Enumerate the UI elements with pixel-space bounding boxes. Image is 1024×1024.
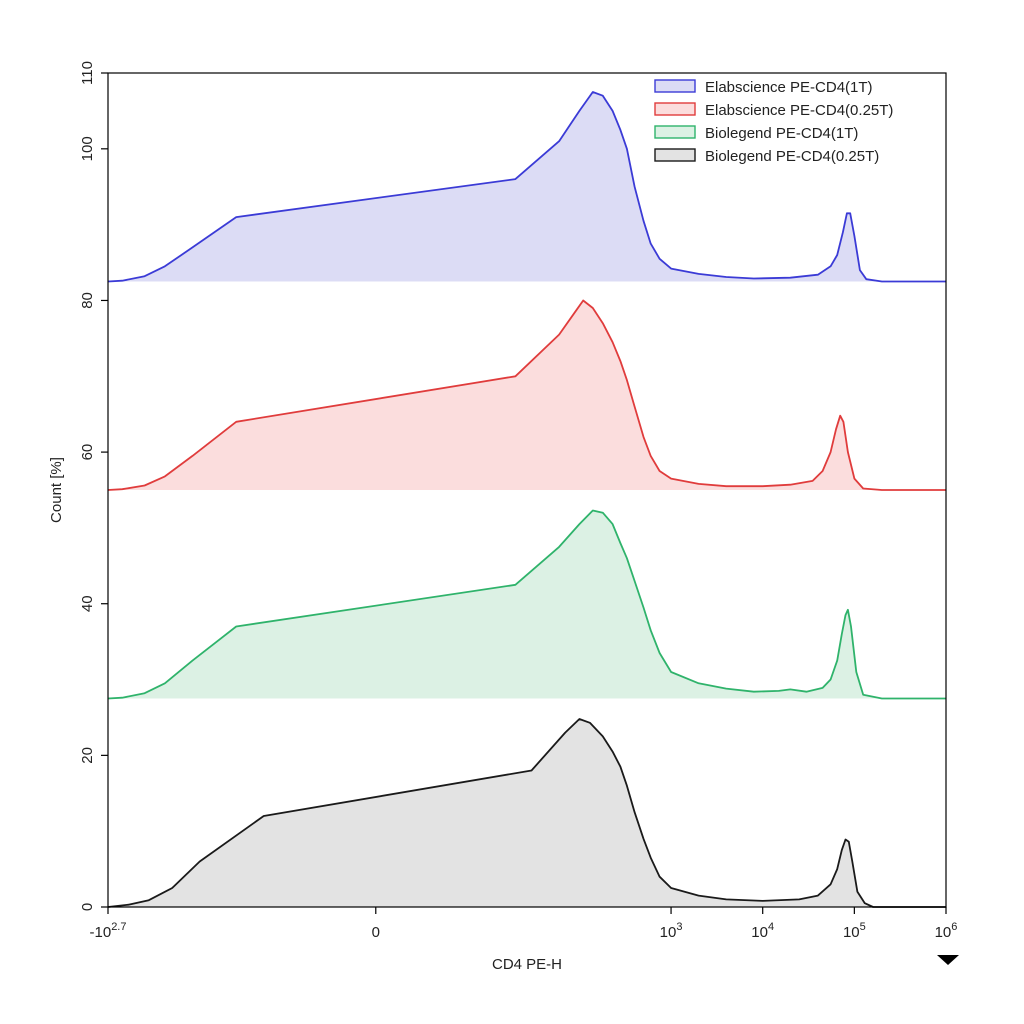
y-axis: 0 20 40 60 80 100 110: [79, 61, 108, 911]
y-tick-label: 100: [79, 136, 96, 161]
y-tick-label: 20: [79, 747, 96, 764]
x-tick-label: 103: [660, 921, 683, 941]
x-tick-label: 104: [751, 921, 774, 941]
x-tick-label: 105: [843, 921, 866, 941]
legend-swatch-3: [654, 148, 696, 162]
x-tick-label: -102.7: [90, 921, 127, 941]
legend-label-0: Elabscience PE-CD4(1T): [705, 79, 873, 96]
y-axis-title: Count [%]: [48, 457, 65, 523]
series-line-3: [107, 718, 946, 908]
legend-swatch-0: [654, 79, 696, 93]
x-tick-label: 0: [372, 924, 380, 941]
y-tick-label: 110: [79, 61, 96, 85]
x-axis: -102.7 0 103 104 105 106: [90, 907, 958, 941]
legend-label-3: Biolegend PE-CD4(0.25T): [705, 148, 879, 165]
series-area-0: [108, 92, 946, 282]
series-area-1: [108, 300, 946, 490]
y-tick-label: 40: [79, 595, 96, 612]
series-line-1: [107, 299, 946, 491]
legend-label-2: Biolegend PE-CD4(1T): [705, 125, 858, 142]
series-line-0: [107, 91, 946, 283]
plot-frame: [107, 72, 947, 908]
legend-label-1: Elabscience PE-CD4(0.25T): [705, 102, 893, 119]
legend-swatch-1: [654, 102, 696, 116]
series-area-2: [108, 510, 946, 699]
series-layer: [107, 91, 946, 908]
y-tick-label: 80: [79, 292, 96, 309]
series-line-2: [107, 509, 946, 700]
dropdown-arrow-icon[interactable]: [937, 955, 959, 965]
y-tick-label: 60: [79, 444, 96, 461]
x-axis-title: CD4 PE-H: [492, 956, 562, 973]
legend: Elabscience PE-CD4(1T) Elabscience PE-CD4…: [654, 79, 893, 165]
x-tick-label: 106: [935, 921, 958, 941]
series-area-3: [108, 719, 946, 907]
legend-swatch-2: [654, 125, 696, 139]
y-tick-label: 0: [79, 903, 96, 911]
